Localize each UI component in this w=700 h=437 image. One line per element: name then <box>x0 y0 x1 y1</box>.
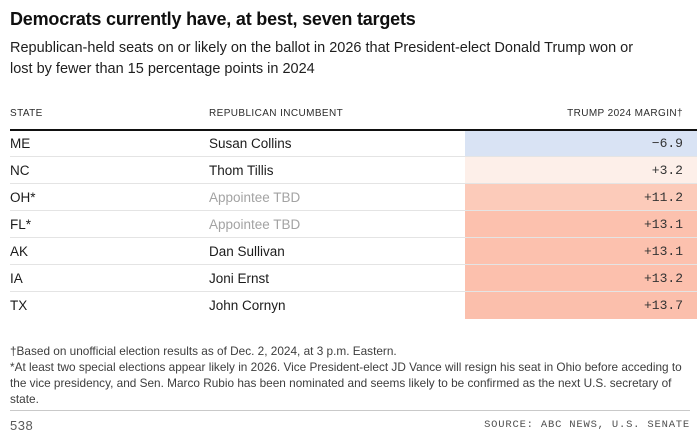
table-row: OH* Appointee TBD +11.2 <box>10 183 697 212</box>
state-cell: AK <box>10 237 209 266</box>
brand-538: 538 <box>10 417 34 433</box>
footer-divider <box>10 409 690 411</box>
table-row: FL* Appointee TBD +13.1 <box>10 210 697 239</box>
incumbent-cell: John Cornyn <box>209 297 286 313</box>
state-cell: ME <box>10 129 209 158</box>
margin-cell: +13.1 <box>465 210 697 239</box>
incumbent-cell: Dan Sullivan <box>209 237 465 266</box>
table-row: IA Joni Ernst +13.2 <box>10 264 697 293</box>
table-header-row: STATE REPUBLICAN INCUMBENT TRUMP 2024 MA… <box>10 107 697 131</box>
chart-title: Democrats currently have, at best, seven… <box>10 9 416 29</box>
col-header-margin: TRUMP 2024 MARGIN† <box>465 107 697 131</box>
state-cell: IA <box>10 264 209 293</box>
table-row: ME Susan Collins −6.9 <box>10 129 697 158</box>
margin-cell: −6.9 <box>465 129 697 158</box>
col-header-incumbent: REPUBLICAN INCUMBENT <box>209 107 465 131</box>
margin-cell: +11.2 <box>465 183 697 212</box>
state-cell: OH* <box>10 183 209 212</box>
state-cell: NC <box>10 156 209 185</box>
margin-cell: +13.1 <box>465 237 697 266</box>
state-cell: TX <box>10 297 28 313</box>
footnote-asterisk: *At least two special elections appear l… <box>10 359 682 406</box>
footer: 538 SOURCE: ABC NEWS, U.S. SENATE <box>0 411 700 433</box>
margin-cell: +13.2 <box>465 264 697 293</box>
table-row: AK Dan Sullivan +13.1 <box>10 237 697 266</box>
table-row: NC Thom Tillis +3.2 <box>10 156 697 185</box>
table-header: STATE REPUBLICAN INCUMBENT TRUMP 2024 MA… <box>10 107 697 131</box>
table-row: TX John Cornyn +13.7 <box>10 291 697 319</box>
incumbent-cell: Appointee TBD <box>209 210 465 239</box>
incumbent-cell: Susan Collins <box>209 129 465 158</box>
margin-cell: +3.2 <box>465 156 697 185</box>
table-body: ME Susan Collins −6.9 NC Thom Tillis +3.… <box>10 129 697 319</box>
col-header-state: STATE <box>10 107 209 131</box>
incumbent-cell: Joni Ernst <box>209 264 465 293</box>
margin-cell: +13.7 <box>465 291 697 319</box>
state-cell: FL* <box>10 210 209 239</box>
footnote-dagger: †Based on unofficial election results as… <box>10 343 397 358</box>
incumbent-cell: Thom Tillis <box>209 156 465 185</box>
footnotes: †Based on unofficial election results as… <box>10 343 700 407</box>
incumbent-cell: Appointee TBD <box>209 183 465 212</box>
targets-table: STATE REPUBLICAN INCUMBENT TRUMP 2024 MA… <box>10 107 697 319</box>
content-area: Democrats currently have, at best, seven… <box>0 9 700 407</box>
source-credit: SOURCE: ABC NEWS, U.S. SENATE <box>484 419 690 432</box>
chart-subtitle: Republican-held seats on or likely on th… <box>10 39 634 77</box>
